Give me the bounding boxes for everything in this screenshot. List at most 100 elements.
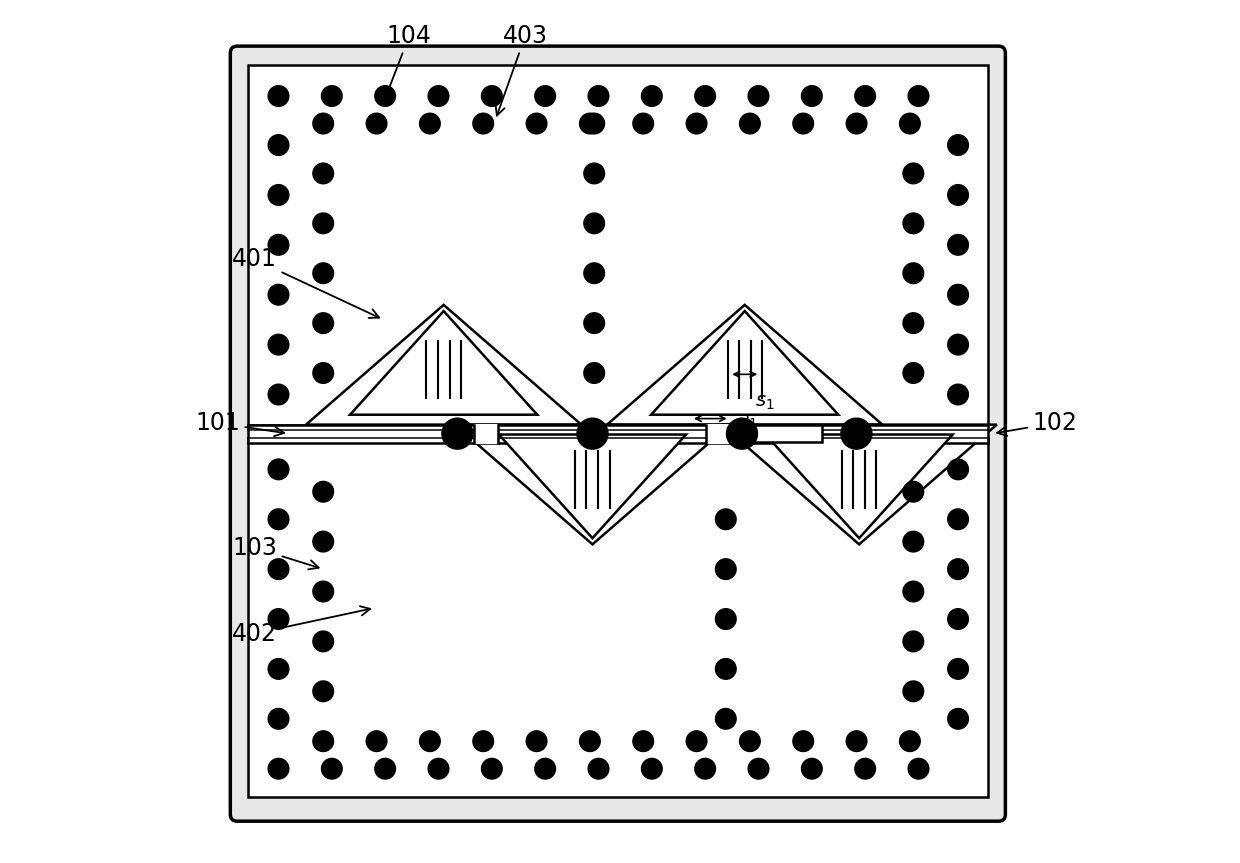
Circle shape xyxy=(579,113,600,134)
Circle shape xyxy=(534,85,556,106)
Circle shape xyxy=(312,532,334,552)
Circle shape xyxy=(312,631,334,652)
Circle shape xyxy=(903,163,924,184)
Circle shape xyxy=(727,419,758,449)
Circle shape xyxy=(534,759,556,779)
Circle shape xyxy=(947,658,968,679)
Circle shape xyxy=(312,263,334,284)
Circle shape xyxy=(686,731,707,752)
Bar xyxy=(706,424,754,444)
Circle shape xyxy=(268,235,289,255)
FancyBboxPatch shape xyxy=(231,46,1006,822)
Circle shape xyxy=(312,362,334,383)
Circle shape xyxy=(268,559,289,579)
Circle shape xyxy=(801,759,822,779)
Circle shape xyxy=(268,85,289,106)
Circle shape xyxy=(854,85,875,106)
Circle shape xyxy=(908,85,929,106)
Circle shape xyxy=(846,113,867,134)
Text: $s_1$: $s_1$ xyxy=(755,394,775,413)
Circle shape xyxy=(312,731,334,752)
Circle shape xyxy=(903,681,924,702)
Circle shape xyxy=(268,709,289,729)
Circle shape xyxy=(584,263,605,284)
Text: $a_1$: $a_1$ xyxy=(737,412,758,431)
Text: 104: 104 xyxy=(384,24,432,98)
Circle shape xyxy=(947,608,968,629)
Text: 403: 403 xyxy=(496,24,548,116)
Circle shape xyxy=(748,85,769,106)
Circle shape xyxy=(312,163,334,184)
Circle shape xyxy=(947,384,968,405)
Circle shape xyxy=(715,658,737,679)
Circle shape xyxy=(854,759,875,779)
Circle shape xyxy=(472,113,494,134)
Circle shape xyxy=(947,235,968,255)
Circle shape xyxy=(899,113,920,134)
Circle shape xyxy=(268,658,289,679)
Text: 102: 102 xyxy=(997,411,1078,436)
Bar xyxy=(248,65,988,425)
Circle shape xyxy=(739,731,760,752)
Circle shape xyxy=(588,85,609,106)
Circle shape xyxy=(947,334,968,355)
Circle shape xyxy=(584,213,605,234)
Circle shape xyxy=(947,285,968,305)
Circle shape xyxy=(903,263,924,284)
Circle shape xyxy=(588,759,609,779)
Circle shape xyxy=(526,731,547,752)
Circle shape xyxy=(686,113,707,134)
Circle shape xyxy=(715,608,737,629)
Circle shape xyxy=(792,113,813,134)
Circle shape xyxy=(526,113,547,134)
Circle shape xyxy=(374,759,396,779)
Circle shape xyxy=(268,608,289,629)
Text: 103: 103 xyxy=(232,536,319,570)
Circle shape xyxy=(321,85,342,106)
Polygon shape xyxy=(608,305,883,425)
Circle shape xyxy=(374,85,396,106)
Circle shape xyxy=(312,681,334,702)
Circle shape xyxy=(947,185,968,205)
Text: 401: 401 xyxy=(232,248,379,318)
Circle shape xyxy=(903,362,924,383)
Polygon shape xyxy=(722,425,997,545)
Circle shape xyxy=(577,419,608,449)
Circle shape xyxy=(312,213,334,234)
Circle shape xyxy=(801,85,822,106)
Circle shape xyxy=(715,709,737,729)
Circle shape xyxy=(694,85,715,106)
Circle shape xyxy=(268,759,289,779)
Text: $s_2$: $s_2$ xyxy=(761,425,781,444)
Circle shape xyxy=(841,419,872,449)
Circle shape xyxy=(472,731,494,752)
Circle shape xyxy=(903,532,924,552)
Circle shape xyxy=(268,334,289,355)
Circle shape xyxy=(947,709,968,729)
Polygon shape xyxy=(306,305,582,425)
Text: 101: 101 xyxy=(195,411,284,436)
Polygon shape xyxy=(350,311,537,415)
Circle shape xyxy=(579,731,600,752)
Circle shape xyxy=(641,759,662,779)
Bar xyxy=(248,425,988,443)
Bar xyxy=(248,438,988,797)
Circle shape xyxy=(903,581,924,602)
Circle shape xyxy=(792,731,813,752)
Bar xyxy=(754,425,822,442)
Circle shape xyxy=(947,459,968,480)
Circle shape xyxy=(846,731,867,752)
Circle shape xyxy=(632,731,653,752)
Circle shape xyxy=(694,759,715,779)
Circle shape xyxy=(321,759,342,779)
Circle shape xyxy=(366,113,387,134)
Circle shape xyxy=(312,312,334,333)
Polygon shape xyxy=(651,311,838,415)
Circle shape xyxy=(268,285,289,305)
Text: 402: 402 xyxy=(232,606,371,646)
Polygon shape xyxy=(455,425,730,545)
Circle shape xyxy=(481,85,502,106)
Circle shape xyxy=(312,581,334,602)
Circle shape xyxy=(899,731,920,752)
Circle shape xyxy=(947,135,968,155)
